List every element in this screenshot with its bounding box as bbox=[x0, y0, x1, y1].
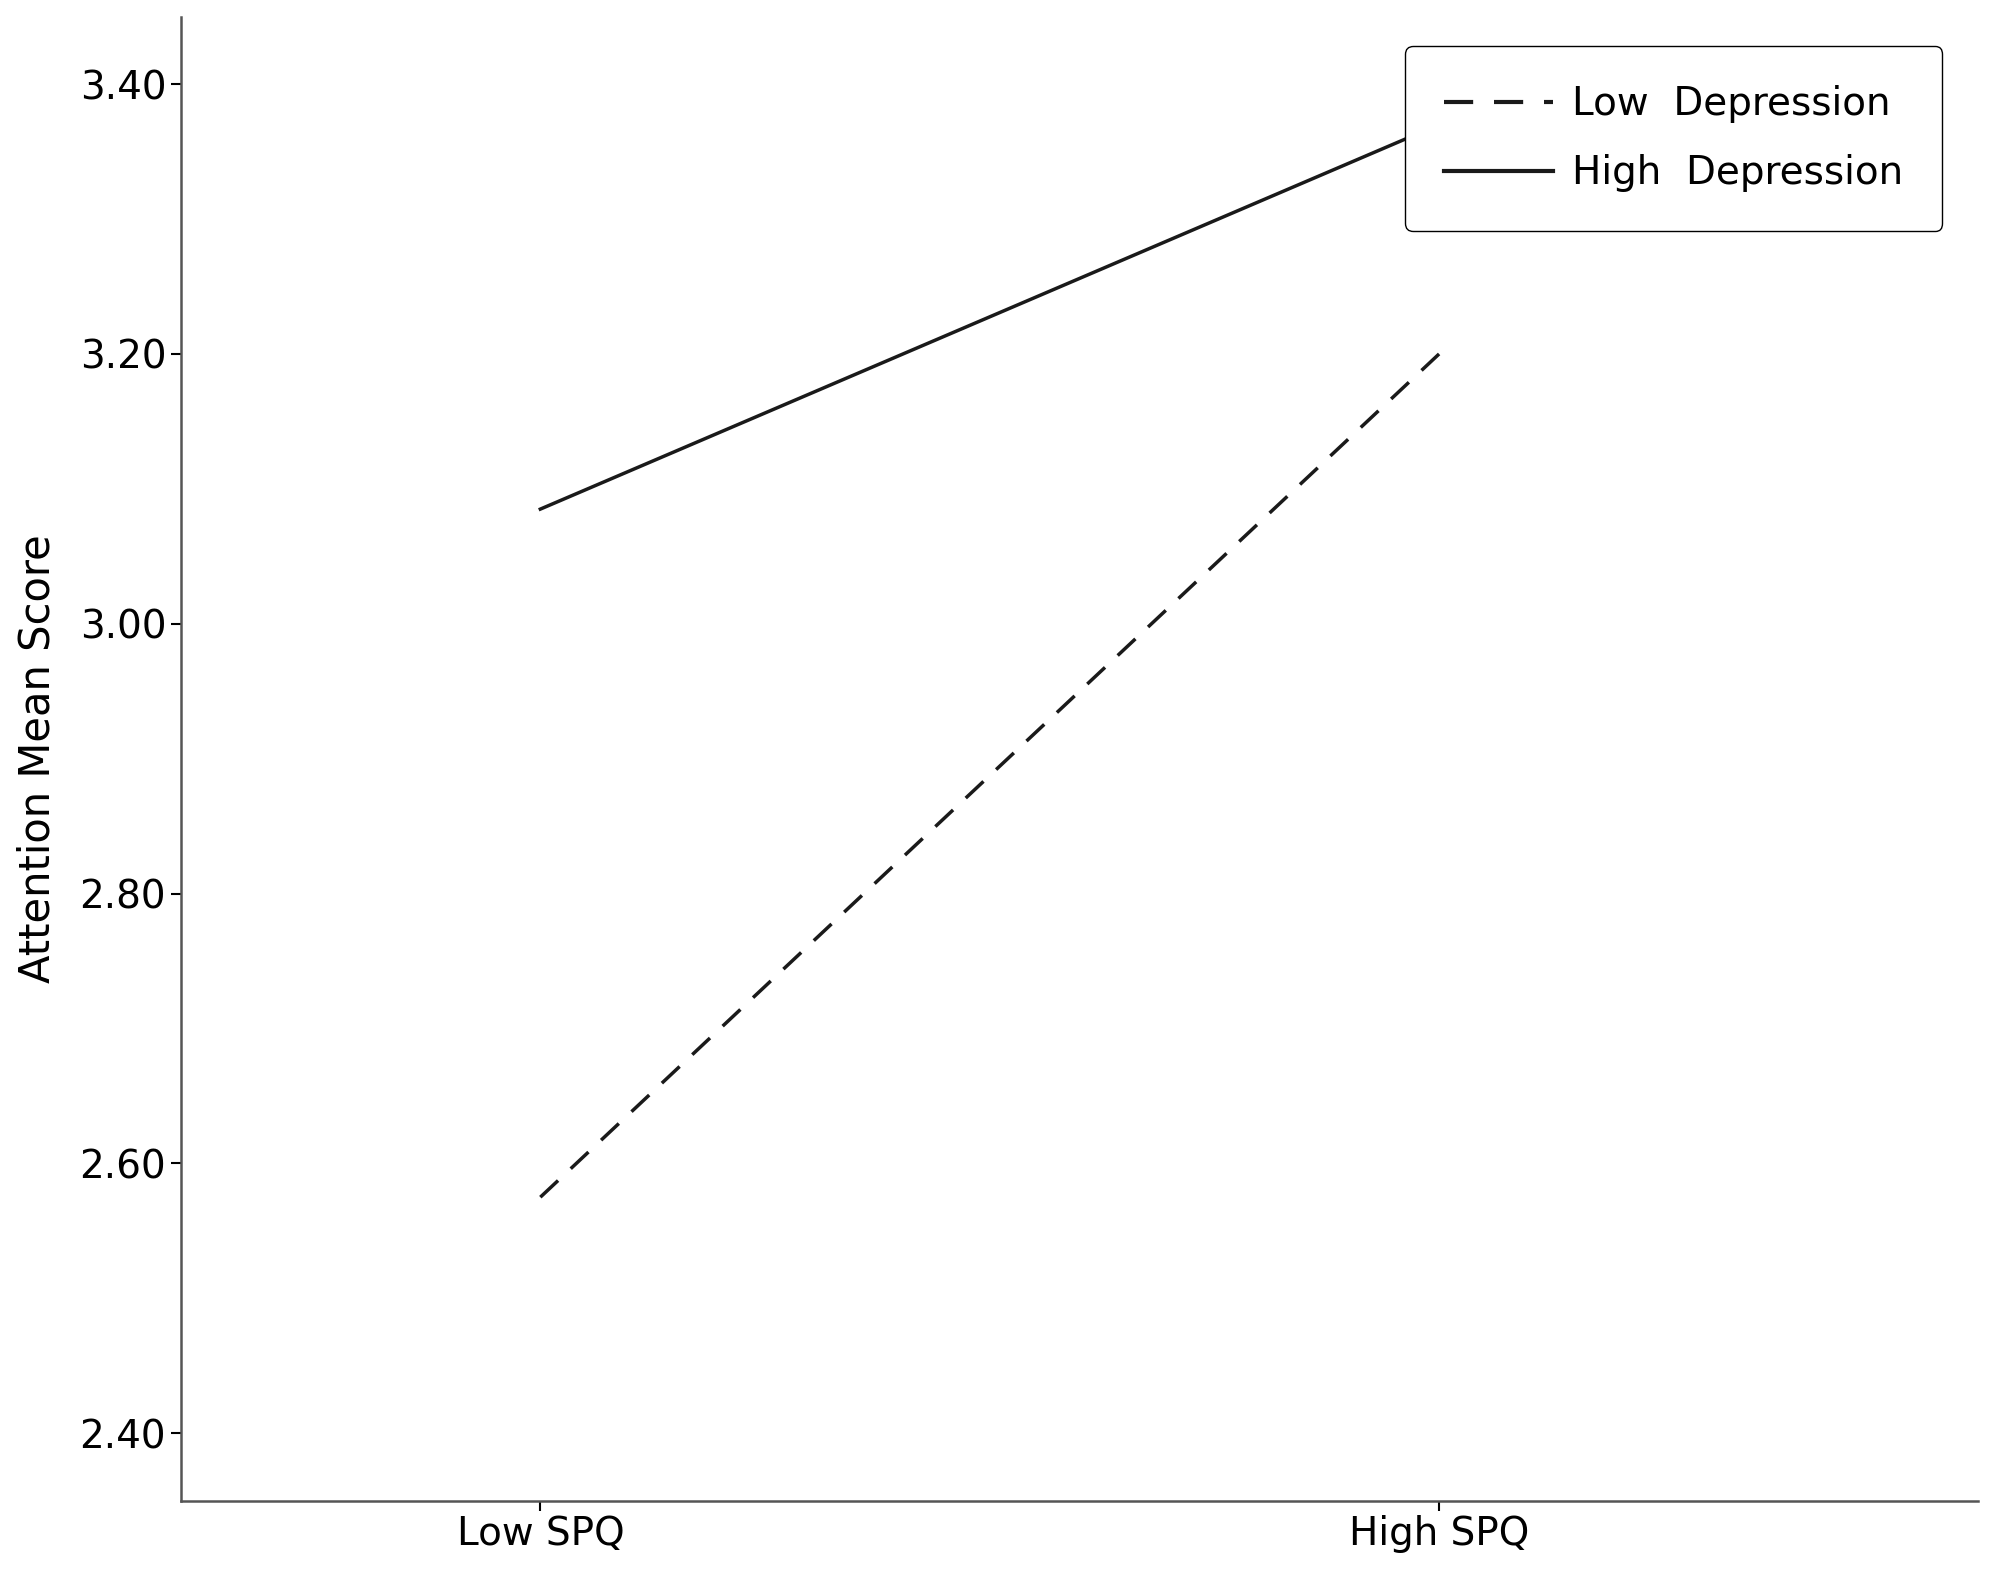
Line: High  Depression: High Depression bbox=[541, 124, 1438, 509]
Legend: Low  Depression, High  Depression: Low Depression, High Depression bbox=[1404, 47, 1943, 231]
High  Depression bbox=[1426, 115, 1450, 133]
Low  Depression bbox=[1426, 344, 1450, 363]
High  Depression bbox=[529, 499, 553, 518]
Low  Depression bbox=[529, 1188, 553, 1207]
Y-axis label: Attention Mean Score: Attention Mean Score bbox=[16, 534, 58, 983]
Line: Low  Depression: Low Depression bbox=[541, 353, 1438, 1198]
